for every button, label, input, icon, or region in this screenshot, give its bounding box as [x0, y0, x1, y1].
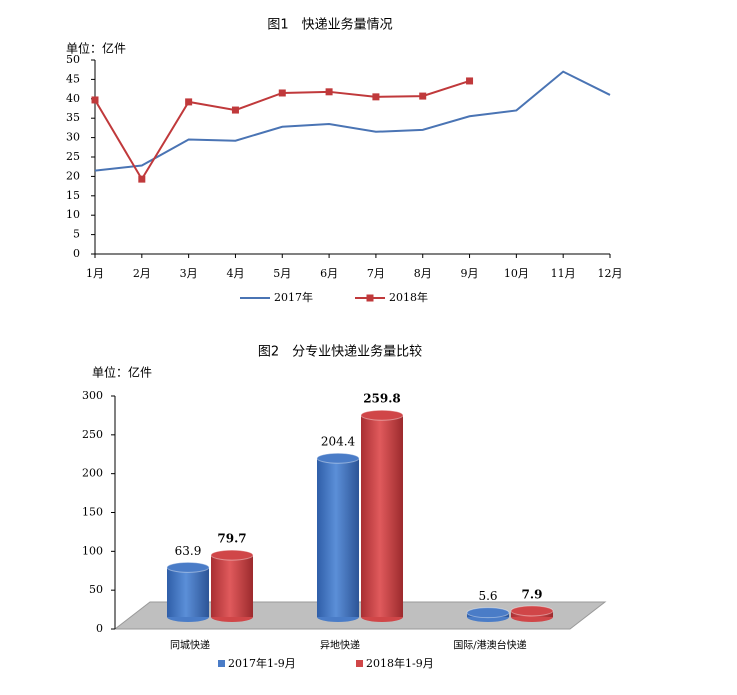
legend-marker [356, 660, 363, 667]
x-tick-label: 7月 [367, 267, 385, 280]
point [325, 88, 333, 96]
y-tick-label: 45 [66, 72, 80, 85]
y-tick-label: 100 [82, 544, 103, 557]
bar-top [316, 452, 360, 464]
point [91, 96, 99, 104]
point [419, 92, 427, 100]
legend-label: 2017年 [274, 290, 313, 304]
x-tick-label: 12月 [598, 267, 623, 280]
y-tick-label: 35 [66, 111, 80, 124]
y-tick-label: 25 [66, 150, 80, 163]
y-tick-label: 50 [89, 583, 103, 596]
y-tick-label: 30 [66, 131, 80, 144]
x-tick-label: 异地快递 [320, 639, 360, 652]
unit-label: 单位：亿件 [66, 41, 126, 56]
value-label: 63.9 [175, 544, 202, 558]
y-tick-label: 40 [66, 92, 80, 105]
value-label: 5.6 [478, 589, 497, 603]
x-tick-label: 5月 [273, 267, 291, 280]
point [185, 98, 193, 106]
bar [317, 458, 359, 617]
chart-title: 图2 分专业快递业务量比较 [258, 344, 422, 360]
bar-top [360, 409, 404, 421]
x-tick-label: 3月 [180, 267, 198, 280]
legend-marker [366, 294, 374, 302]
bar-top [210, 549, 254, 561]
x-tick-label: 8月 [414, 267, 432, 280]
point [231, 106, 239, 114]
value-label: 7.9 [522, 587, 543, 601]
point [278, 89, 286, 97]
x-tick-label: 2月 [133, 267, 151, 280]
legend-label: 2018年1-9月 [366, 656, 434, 670]
bar [211, 555, 253, 617]
bar [361, 415, 403, 617]
x-tick-label: 1月 [86, 267, 104, 280]
chart-title: 图1 快递业务量情况 [267, 17, 392, 33]
x-tick-label: 4月 [226, 267, 244, 280]
bar-top [166, 561, 210, 573]
y-tick-label: 5 [73, 228, 80, 241]
x-tick-label: 11月 [551, 267, 576, 280]
y-tick-label: 0 [73, 247, 80, 260]
bar [167, 567, 209, 617]
legend-label: 2018年 [389, 290, 428, 304]
value-label: 204.4 [321, 435, 356, 449]
series-line [94, 70, 611, 172]
point [466, 77, 474, 85]
x-tick-label: 6月 [320, 267, 338, 280]
x-tick-label: 9月 [461, 267, 479, 280]
y-tick-label: 10 [66, 208, 80, 221]
bar-top [510, 605, 554, 617]
legend-label: 2017年1-9月 [228, 656, 296, 670]
point [138, 175, 146, 183]
y-tick-label: 150 [82, 506, 103, 519]
y-tick-label: 250 [82, 428, 103, 441]
point [372, 93, 380, 101]
legend-marker [218, 660, 225, 667]
y-tick-label: 50 [66, 53, 80, 66]
bar-top [466, 607, 510, 619]
y-tick-label: 200 [82, 467, 103, 480]
x-tick-label: 10月 [504, 267, 529, 280]
x-tick-label: 同城快递 [170, 639, 210, 652]
y-tick-label: 0 [96, 622, 103, 635]
y-tick-label: 20 [66, 169, 80, 182]
y-tick-label: 15 [66, 189, 80, 202]
value-label: 79.7 [217, 532, 246, 546]
x-tick-label: 国际/港澳台快递 [453, 639, 526, 652]
y-tick-label: 300 [82, 389, 103, 402]
value-label: 259.8 [363, 392, 401, 406]
unit-label: 单位：亿件 [92, 365, 152, 380]
